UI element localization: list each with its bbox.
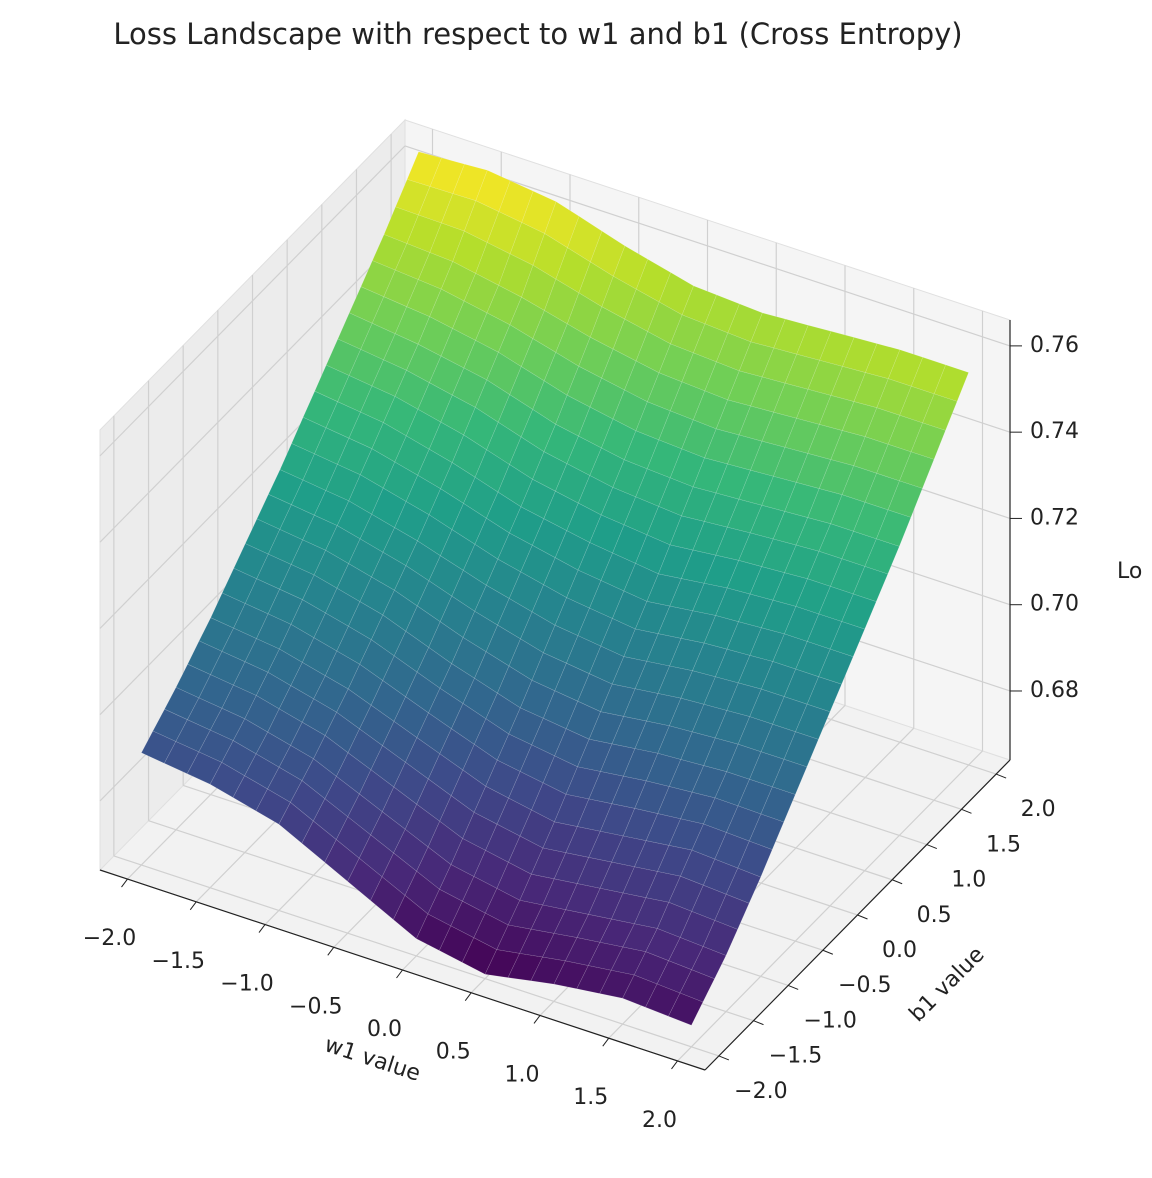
y-tick-label: −1.5 xyxy=(769,1044,822,1069)
surface-patch xyxy=(933,364,969,402)
x-tick-label: −0.5 xyxy=(289,994,342,1019)
tick-mark xyxy=(753,1020,764,1026)
y-tick-label: 2.0 xyxy=(1021,797,1056,822)
x-tick-label: 2.0 xyxy=(642,1108,677,1133)
z-tick-label: 0.74 xyxy=(1030,419,1079,444)
y-tick-label: 1.0 xyxy=(951,868,986,893)
surface-patch xyxy=(667,992,704,1026)
tick-mark xyxy=(995,773,1007,779)
z-tick-label: 0.76 xyxy=(1030,333,1079,358)
tick-mark xyxy=(189,901,197,911)
tick-mark xyxy=(533,1015,541,1024)
x-tick-label: 0.0 xyxy=(367,1017,402,1042)
z-tick-label: 0.68 xyxy=(1030,678,1079,703)
tick-mark xyxy=(718,1055,730,1061)
grid-line xyxy=(99,145,406,457)
tick-mark xyxy=(396,969,403,979)
tick-mark xyxy=(891,879,903,885)
y-tick-label: −2.0 xyxy=(734,1079,787,1104)
x-tick-label: −2.0 xyxy=(83,926,136,951)
tick-mark xyxy=(602,1037,610,1047)
x-tick-label: 1.0 xyxy=(505,1062,540,1087)
surface-patch xyxy=(714,893,750,930)
y-axis-line xyxy=(704,759,1011,1071)
chart-title: Loss Landscape with respect to w1 and b1… xyxy=(113,17,962,51)
surface-patch xyxy=(771,758,808,795)
x-tick-label: 0.5 xyxy=(436,1040,471,1065)
surface-patch xyxy=(725,867,762,904)
x-tick-label: 1.5 xyxy=(573,1085,608,1110)
y-tick-label: 0.5 xyxy=(917,903,952,928)
y-tick-label: −0.5 xyxy=(838,973,891,998)
tick-mark xyxy=(327,946,335,956)
grid-line xyxy=(113,855,720,1057)
tick-mark xyxy=(121,878,128,888)
tick-mark xyxy=(258,924,266,933)
tick-mark xyxy=(671,1060,678,1070)
tick-mark xyxy=(961,808,972,814)
y-axis-label: b1 value xyxy=(905,942,990,1027)
x-axis-line xyxy=(99,869,706,1071)
surface-patch xyxy=(876,509,912,547)
tick-mark xyxy=(926,844,938,850)
y-tick-label: 1.5 xyxy=(986,832,1021,857)
tick-mark xyxy=(822,949,834,955)
grid-line xyxy=(99,231,406,543)
tick-mark xyxy=(857,914,868,920)
z-tick-label: 0.70 xyxy=(1030,592,1079,617)
y-tick-label: −1.0 xyxy=(803,1008,856,1033)
tick-mark xyxy=(464,992,472,1002)
tick-mark xyxy=(787,984,799,990)
z-axis-label: Lo xyxy=(1117,559,1142,584)
z-tick-label: 0.72 xyxy=(1030,505,1079,530)
x-tick-label: −1.0 xyxy=(220,972,273,997)
x-tick-label: −1.5 xyxy=(152,949,205,974)
y-tick-label: 0.0 xyxy=(882,938,917,963)
surface-patch xyxy=(760,786,796,823)
